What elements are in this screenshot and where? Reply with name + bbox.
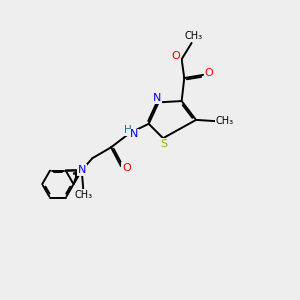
Text: H: H — [124, 125, 131, 135]
Text: CH₃: CH₃ — [216, 116, 234, 126]
Text: O: O — [205, 68, 213, 78]
Text: N: N — [130, 130, 138, 140]
Text: N: N — [78, 165, 86, 176]
Text: CH₃: CH₃ — [74, 190, 92, 200]
Text: O: O — [171, 51, 180, 61]
Text: CH₃: CH₃ — [184, 32, 202, 41]
Text: S: S — [160, 139, 167, 148]
Text: N: N — [153, 93, 161, 103]
Text: O: O — [122, 163, 131, 173]
